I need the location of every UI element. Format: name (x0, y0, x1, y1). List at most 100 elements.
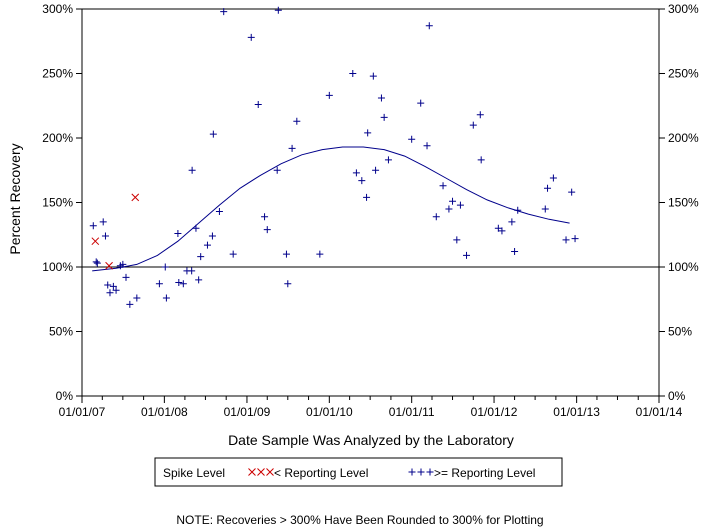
point-above-reporting (209, 130, 217, 138)
legend-title: Spike Level (163, 466, 225, 480)
point-above-reporting (263, 226, 271, 234)
y-tick-label-right: 200% (668, 131, 699, 145)
point-above-reporting (541, 205, 549, 213)
point-above-reporting (288, 144, 296, 152)
point-above-reporting (498, 227, 506, 235)
point-above-reporting (284, 280, 292, 288)
point-above-reporting (316, 250, 324, 258)
y-axis-right: 0% 50% 100% 150% 200% 250% 300% (659, 2, 699, 403)
point-below-reporting (105, 261, 113, 270)
point-above-reporting (254, 100, 262, 108)
point-above-reporting (456, 201, 464, 209)
point-above-reporting (358, 177, 366, 185)
point-above-reporting (122, 273, 130, 281)
point-above-reporting (247, 33, 255, 41)
point-above-reporting (215, 208, 223, 216)
legend-symbol-below (248, 468, 274, 476)
x-axis: 01/01/07 01/01/08 01/01/09 01/01/10 01/01/11… (59, 396, 683, 419)
plot-frame (81, 8, 660, 397)
point-above-reporting (445, 205, 453, 213)
point-above-reporting (109, 282, 117, 290)
point-above-reporting (220, 8, 228, 16)
point-above-reporting (571, 235, 579, 243)
point-above-reporting (494, 224, 502, 232)
point-above-reporting (208, 232, 216, 240)
legend-plus-marker (426, 468, 434, 476)
point-above-reporting (549, 174, 557, 182)
point-above-reporting (89, 222, 97, 230)
point-above-reporting (106, 289, 114, 297)
legend-x-marker (257, 468, 265, 476)
y-tick-label-left: 200% (42, 131, 73, 145)
x-tick-label: 01/01/11 (389, 405, 435, 419)
point-above-reporting (363, 193, 371, 201)
x-tick-label: 01/01/09 (224, 405, 271, 419)
point-above-reporting (352, 169, 360, 177)
point-above-reporting (229, 250, 237, 258)
point-above-reporting (155, 280, 163, 288)
y-tick-label-right: 300% (668, 2, 699, 16)
point-above-reporting (92, 258, 100, 266)
y-tick-label-left: 250% (42, 67, 73, 81)
point-above-reporting (282, 250, 290, 258)
point-above-reporting (179, 280, 187, 288)
point-above-reporting (544, 184, 552, 192)
point-above-reporting (449, 197, 457, 205)
x-tick-label: 01/01/07 (59, 405, 106, 419)
point-above-reporting (364, 129, 372, 137)
point-above-reporting (325, 91, 333, 99)
point-above-reporting (133, 294, 141, 302)
point-above-reporting (261, 213, 269, 221)
point-above-reporting (377, 94, 385, 102)
point-above-reporting (174, 229, 182, 237)
point-above-reporting (197, 253, 205, 261)
point-above-reporting (568, 188, 576, 196)
y-tick-label-right: 100% (668, 260, 699, 274)
legend-plus-marker (417, 468, 425, 476)
x-tick-label: 01/01/10 (306, 405, 353, 419)
legend-label-below: < Reporting Level (274, 466, 368, 480)
point-above-reporting (349, 70, 357, 77)
point-above-reporting (423, 142, 431, 150)
legend-plus-marker (408, 468, 416, 476)
x-axis-title: Date Sample Was Analyzed by the Laborato… (228, 432, 514, 448)
point-above-reporting (463, 251, 471, 259)
y-tick-label-right: 250% (668, 67, 699, 81)
y-tick-label-right: 0% (668, 389, 686, 403)
point-above-reporting (93, 259, 101, 267)
point-above-reporting (192, 224, 200, 232)
trend-line (92, 146, 570, 272)
y-tick-label-left: 100% (42, 260, 73, 274)
y-tick-label-left: 300% (42, 2, 73, 16)
y-tick-label-right: 50% (668, 325, 692, 339)
point-above-reporting (101, 232, 109, 240)
y-axis-left: 0% 50% 100% 150% 200% 250% 300% (42, 2, 82, 403)
footnote: NOTE: Recoveries > 300% Have Been Rounde… (176, 513, 543, 527)
point-above-reporting (195, 276, 203, 284)
point-above-reporting (162, 294, 170, 302)
point-above-reporting (384, 156, 392, 164)
trend-layer (92, 146, 570, 272)
point-above-reporting (119, 260, 127, 268)
point-above-reporting (439, 182, 447, 190)
y-tick-label-right: 150% (668, 196, 699, 210)
point-above-reporting (188, 267, 196, 275)
point-above-reporting (104, 281, 112, 289)
point-above-reporting (126, 300, 134, 308)
point-above-reporting (453, 236, 461, 244)
legend: Spike Level < Reporting Level >= Reporti… (154, 457, 563, 487)
legend-x-marker (248, 468, 256, 476)
y-axis-title: Percent Recovery (7, 143, 23, 254)
point-above-reporting (188, 166, 196, 174)
y-tick-label-left: 0% (56, 389, 74, 403)
legend-symbol-above (408, 468, 434, 476)
point-above-reporting (562, 236, 570, 244)
point-below-reporting (131, 193, 140, 202)
point-above-reporting (273, 166, 281, 174)
point-above-reporting (175, 278, 183, 286)
point-above-reporting (369, 72, 377, 80)
point-above-reporting (293, 117, 301, 125)
point-above-reporting (511, 248, 519, 256)
legend-x-marker (266, 468, 274, 476)
